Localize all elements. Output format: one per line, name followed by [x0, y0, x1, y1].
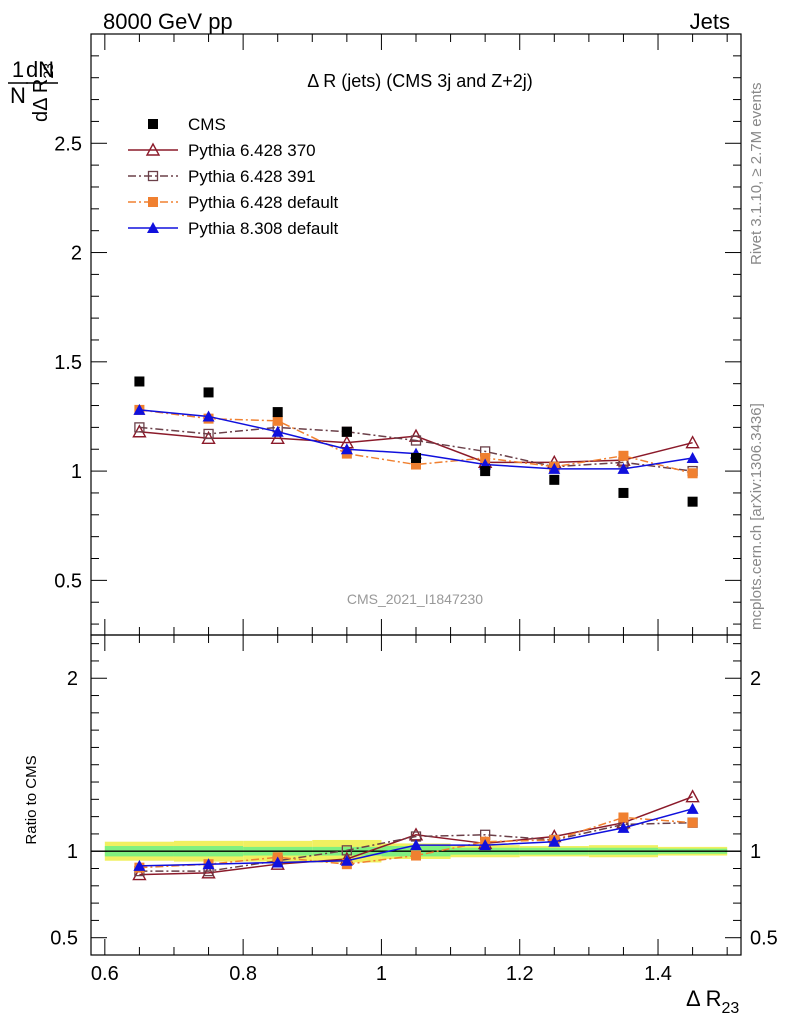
data-point-pythia-8-308-default [202, 410, 215, 422]
y-label-N: N [10, 83, 26, 108]
axis-tick-labels: 0.6 0.8 1 1.2 1.4 0.5 1 1.5 2 2.5 0.5 0.5 1 1 2 2 [50, 133, 778, 985]
ratio-y-tick-label: 2 [67, 668, 78, 690]
axis-ticks [91, 34, 741, 955]
x-tick-label: 0.6 [91, 963, 119, 985]
ratio-line-pythia-6-428-391 [139, 821, 693, 872]
y-tick-label: 2 [71, 243, 82, 265]
ratio-plot-frame [90, 634, 742, 956]
ratio-line-pythia-6-428-370 [139, 796, 693, 876]
legend-label-pythia-6-428-default: Pythia 6.428 default [188, 193, 339, 212]
data-point-pythia-6-428-default [411, 459, 421, 470]
legend-label-pythia-6-428-370: Pythia 6.428 370 [188, 141, 316, 160]
legend-label-pythia-8-308-default: Pythia 8.308 default [188, 219, 339, 238]
ratio-y-tick-label-right: 2 [750, 668, 761, 690]
x-axis-label: Δ R23 [686, 986, 739, 1017]
data-point-cms [341, 426, 352, 437]
legend: CMS Pythia 6.428 370 Pythia 6.428 391 Pythi… [128, 115, 339, 238]
ratio-y-tick-label: 0.5 [50, 928, 78, 950]
ratio-point-pythia-8-308-default [548, 835, 561, 847]
data-point-pythia-6-428-default [618, 450, 629, 461]
data-point-pythia-6-428-default [687, 468, 698, 479]
ratio-series-group [132, 789, 700, 881]
data-point-cms [134, 376, 145, 387]
x-tick-label: 0.8 [229, 963, 257, 985]
ratio-y-tick-label: 1 [67, 841, 78, 863]
series-line-pythia-6-428-391 [139, 426, 693, 472]
ratio-point-pythia-6-428-370 [132, 867, 147, 881]
legend-marker-pythia-6-428-391 [147, 170, 159, 182]
x-tick-label: 1.4 [644, 963, 672, 985]
data-point-pythia-6-428-391 [410, 435, 422, 446]
ratio-point-pythia-8-308-default [686, 802, 699, 814]
legend-marker-pythia-6-428-default [148, 197, 158, 207]
ratio-y-tick-label-right: 0.5 [750, 928, 778, 950]
y-axis-label: 1 N dN dΔ R23 [8, 57, 58, 122]
ratio-point-pythia-6-428-370 [201, 865, 216, 879]
y-label-dN: dN [26, 57, 54, 82]
data-point-pythia-6-428-370 [270, 430, 285, 445]
data-point-pythia-8-308-default [271, 425, 284, 437]
x-tick-label: 1 [376, 963, 387, 985]
data-point-cms [480, 466, 491, 477]
data-point-cms [618, 487, 629, 498]
y-tick-label: 1 [71, 461, 82, 483]
series-line-pythia-6-428-default [139, 409, 693, 475]
data-point-cms [549, 474, 560, 485]
y-label-one: 1 [12, 57, 24, 82]
ratio-point-pythia-8-308-default [202, 858, 215, 870]
ratio-point-pythia-8-308-default [617, 821, 630, 833]
y-tick-label: 0.5 [54, 570, 82, 592]
data-point-pythia-6-428-default [480, 452, 491, 463]
ratio-point-pythia-6-428-default [618, 812, 629, 823]
data-point-pythia-8-308-default [340, 443, 353, 455]
y-tick-label: 2.5 [54, 133, 82, 155]
ratio-point-pythia-8-308-default [410, 839, 422, 851]
ratio-point-pythia-6-428-370 [685, 789, 700, 803]
legend-label-pythia-6-428-391: Pythia 6.428 391 [188, 167, 316, 186]
main-series-group [132, 376, 700, 507]
data-point-pythia-8-308-default [617, 462, 630, 474]
mcplots-label: mcplots.cern.ch [arXiv:1306.3436] [748, 403, 765, 630]
ratio-point-pythia-8-308-default [271, 856, 284, 868]
rivet-label: Rivet 3.1.10, ≥ 2.7M events [748, 83, 765, 266]
legend-marker-pythia-6-428-370 [145, 142, 161, 156]
ratio-y-tick-label-right: 1 [750, 841, 761, 863]
x-tick-label: 1.2 [506, 963, 534, 985]
y-tick-label: 1.5 [54, 352, 82, 374]
data-point-pythia-8-308-default [548, 462, 561, 474]
header-left: 8000 GeV pp [103, 9, 233, 34]
data-point-cms [272, 407, 283, 418]
ratio-point-pythia-6-428-default [411, 850, 421, 861]
data-point-cms [411, 452, 421, 463]
legend-marker-pythia-8-308-default [147, 222, 159, 233]
ratio-point-pythia-6-428-default [687, 817, 698, 828]
data-point-pythia-8-308-default [133, 403, 146, 415]
ratio-point-pythia-8-308-default [133, 859, 146, 871]
data-point-pythia-6-428-default [272, 415, 283, 426]
ratio-y-axis-label: Ratio to CMS [23, 755, 40, 844]
data-point-pythia-6-428-370 [685, 435, 700, 449]
legend-marker-cms [148, 119, 158, 129]
data-point-pythia-6-428-391 [203, 428, 214, 440]
data-point-pythia-6-428-391 [134, 422, 145, 433]
data-point-cms [687, 496, 698, 507]
legend-label-cms: CMS [188, 115, 226, 134]
header-right: Jets [690, 9, 730, 34]
ratio-point-pythia-8-308-default [340, 854, 353, 866]
data-point-pythia-8-308-default [686, 451, 699, 463]
chart-title: Δ R (jets) (CMS 3j and Z+2j) [307, 71, 533, 91]
analysis-tag: CMS_2021_I1847230 [347, 591, 483, 607]
ratio-point-pythia-8-308-default [479, 839, 492, 851]
data-point-cms [203, 387, 214, 398]
